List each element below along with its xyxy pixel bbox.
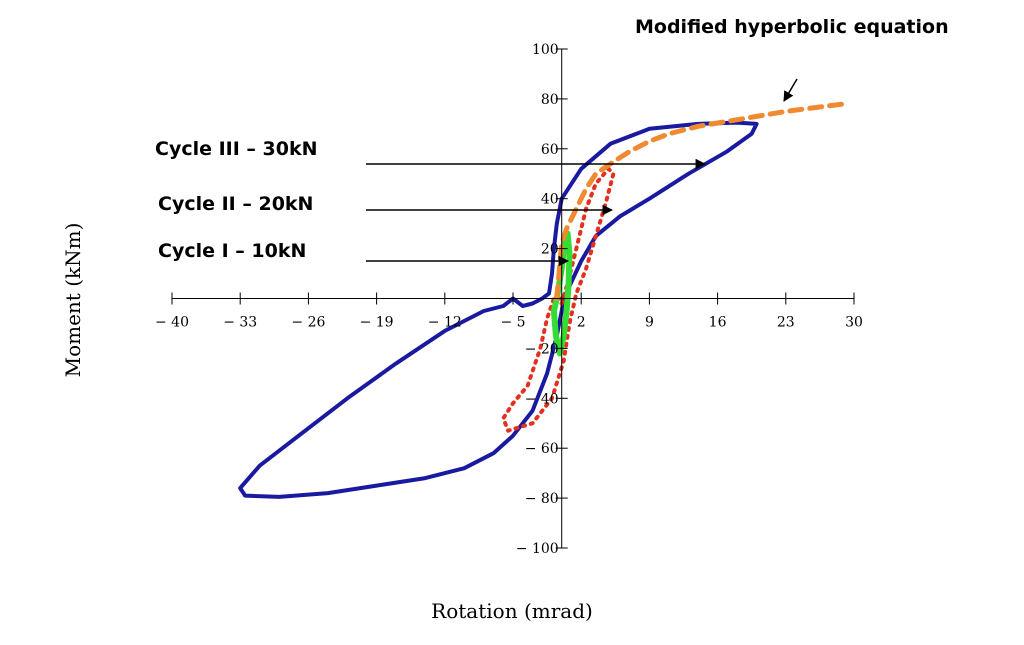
- annotation-hyperbolic-label: Modified hyperbolic equation: [635, 16, 949, 38]
- annotation-cycle-1: Cycle I – 10kN: [158, 240, 570, 267]
- x-tick-label: − 33: [223, 315, 257, 331]
- series-modified-hyperbolic-equation: [554, 101, 847, 301]
- series-layer: [238, 101, 847, 499]
- y-tick-label: 40: [541, 192, 559, 208]
- x-tick-label: 9: [645, 315, 654, 331]
- y-tick-label: − 60: [525, 441, 559, 457]
- y-tick-label: 80: [541, 92, 559, 108]
- y-ticks: − 100 − 80 − 60 − 40 − 20 20 40 60 80 100: [516, 42, 568, 557]
- annotation-cycle-3-label: Cycle III – 30kN: [155, 138, 318, 160]
- series-cycle-ii-20kn: [501, 166, 616, 433]
- x-tick-label: − 12: [428, 315, 462, 331]
- y-tick-label: − 40: [525, 391, 559, 407]
- annotation-hyperbolic-arrow: [783, 78, 798, 102]
- x-tick-label: − 19: [360, 315, 394, 331]
- x-ticks: − 40 − 33 − 26 − 19 − 12 − 5 2 9 16 23 30: [155, 292, 863, 331]
- annotation-cycle-2-label: Cycle II – 20kN: [158, 193, 313, 215]
- x-tick-label: 16: [709, 315, 727, 331]
- annotation-cycle-3: Cycle III – 30kN: [155, 138, 707, 170]
- x-axis-title: Rotation (mrad): [431, 599, 593, 623]
- y-tick-label: − 80: [525, 491, 559, 507]
- y-tick-label: 20: [541, 242, 559, 258]
- series-cycle-iii-30kn: [238, 120, 759, 499]
- x-tick-label: 2: [577, 315, 586, 331]
- annotation-cycle-2: Cycle II – 20kN: [158, 193, 614, 216]
- x-tick-label: 23: [777, 315, 795, 331]
- x-tick-label: − 5: [500, 315, 525, 331]
- x-tick-label: − 40: [155, 315, 189, 331]
- x-tick-label: − 26: [291, 315, 325, 331]
- x-tick-label: 30: [845, 315, 863, 331]
- y-tick-label: − 100: [516, 541, 559, 557]
- y-tick-label: − 20: [525, 341, 559, 357]
- y-axis-title: Moment (kNm): [61, 223, 85, 378]
- y-tick-label: 60: [541, 142, 559, 158]
- annotation-cycle-1-label: Cycle I – 10kN: [158, 240, 306, 262]
- y-tick-label: 100: [532, 42, 559, 58]
- annotation-hyperbolic: Modified hyperbolic equation: [635, 16, 949, 102]
